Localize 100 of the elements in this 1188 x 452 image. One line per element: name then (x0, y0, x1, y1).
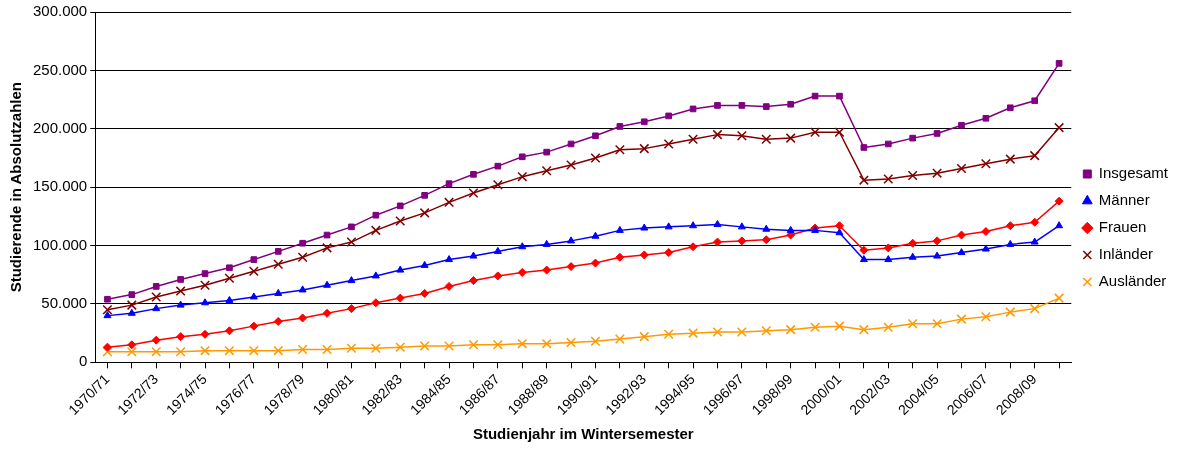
point (102, 346, 113, 357)
point (152, 283, 160, 290)
point (592, 132, 599, 140)
point (1005, 154, 1016, 165)
point (493, 271, 503, 281)
point (103, 311, 112, 319)
point (127, 308, 136, 316)
point (151, 291, 162, 302)
point (566, 262, 576, 272)
point (859, 255, 868, 263)
legend-label: Inländer (1098, 245, 1154, 263)
point (518, 242, 527, 250)
point (590, 336, 601, 347)
point (249, 292, 258, 300)
point (1054, 196, 1064, 206)
point (200, 280, 211, 291)
point (860, 144, 868, 151)
point (932, 236, 942, 246)
point (395, 293, 405, 303)
point (298, 313, 308, 323)
point (1005, 221, 1015, 231)
point (639, 250, 649, 260)
point (786, 225, 795, 233)
point (712, 326, 723, 337)
point (712, 237, 722, 247)
point (1029, 303, 1040, 314)
point (689, 221, 698, 229)
point (273, 345, 284, 356)
point (445, 180, 453, 187)
point (396, 202, 404, 210)
point (274, 248, 282, 255)
point (663, 138, 674, 149)
point (274, 288, 283, 296)
point (201, 270, 209, 277)
point (224, 326, 234, 336)
point (908, 238, 918, 248)
point (419, 341, 430, 351)
point (444, 341, 455, 351)
point (737, 222, 746, 230)
y-tick-label: 150.000 (32, 177, 88, 195)
point (1055, 60, 1063, 67)
point (297, 252, 308, 263)
point (273, 316, 283, 326)
point (884, 140, 892, 148)
y-tick-label: 300.000 (32, 2, 88, 20)
point (858, 175, 869, 186)
point (250, 256, 258, 263)
point (346, 237, 357, 248)
point (836, 92, 843, 100)
point (322, 242, 333, 253)
point (370, 343, 381, 354)
point (810, 127, 821, 138)
point (688, 242, 698, 252)
point (907, 170, 918, 181)
point (127, 340, 137, 350)
point (104, 295, 111, 303)
point (736, 326, 747, 337)
point (346, 343, 357, 354)
point (128, 291, 136, 298)
point (176, 332, 186, 342)
point (541, 338, 552, 349)
point (200, 345, 211, 356)
point (785, 324, 796, 335)
point (980, 158, 991, 169)
point (420, 288, 430, 298)
point (1030, 217, 1040, 227)
point (543, 148, 550, 156)
point (859, 245, 869, 255)
point (1029, 150, 1040, 161)
y-tick-label: 250.000 (32, 60, 88, 78)
point (958, 121, 965, 129)
point (492, 339, 503, 350)
point (371, 298, 381, 308)
point (639, 143, 650, 154)
point (273, 259, 284, 270)
point (933, 251, 942, 259)
point (640, 223, 649, 231)
point (1054, 293, 1065, 304)
point (981, 227, 991, 237)
point (444, 197, 455, 208)
point (665, 112, 672, 120)
point (688, 328, 699, 339)
legend-label: Ausländer (1098, 272, 1167, 290)
y-tick-label: 100.000 (32, 235, 88, 253)
point (909, 134, 917, 142)
point (201, 298, 209, 306)
point (226, 264, 233, 272)
point (834, 221, 844, 231)
point (151, 335, 161, 345)
point (956, 163, 967, 174)
point (126, 346, 137, 357)
point (884, 255, 893, 263)
point (248, 345, 259, 356)
point (322, 308, 332, 318)
point (517, 338, 528, 349)
point (1005, 307, 1016, 318)
point (421, 192, 428, 199)
point (1030, 237, 1039, 245)
point (956, 314, 967, 325)
point (517, 171, 528, 182)
